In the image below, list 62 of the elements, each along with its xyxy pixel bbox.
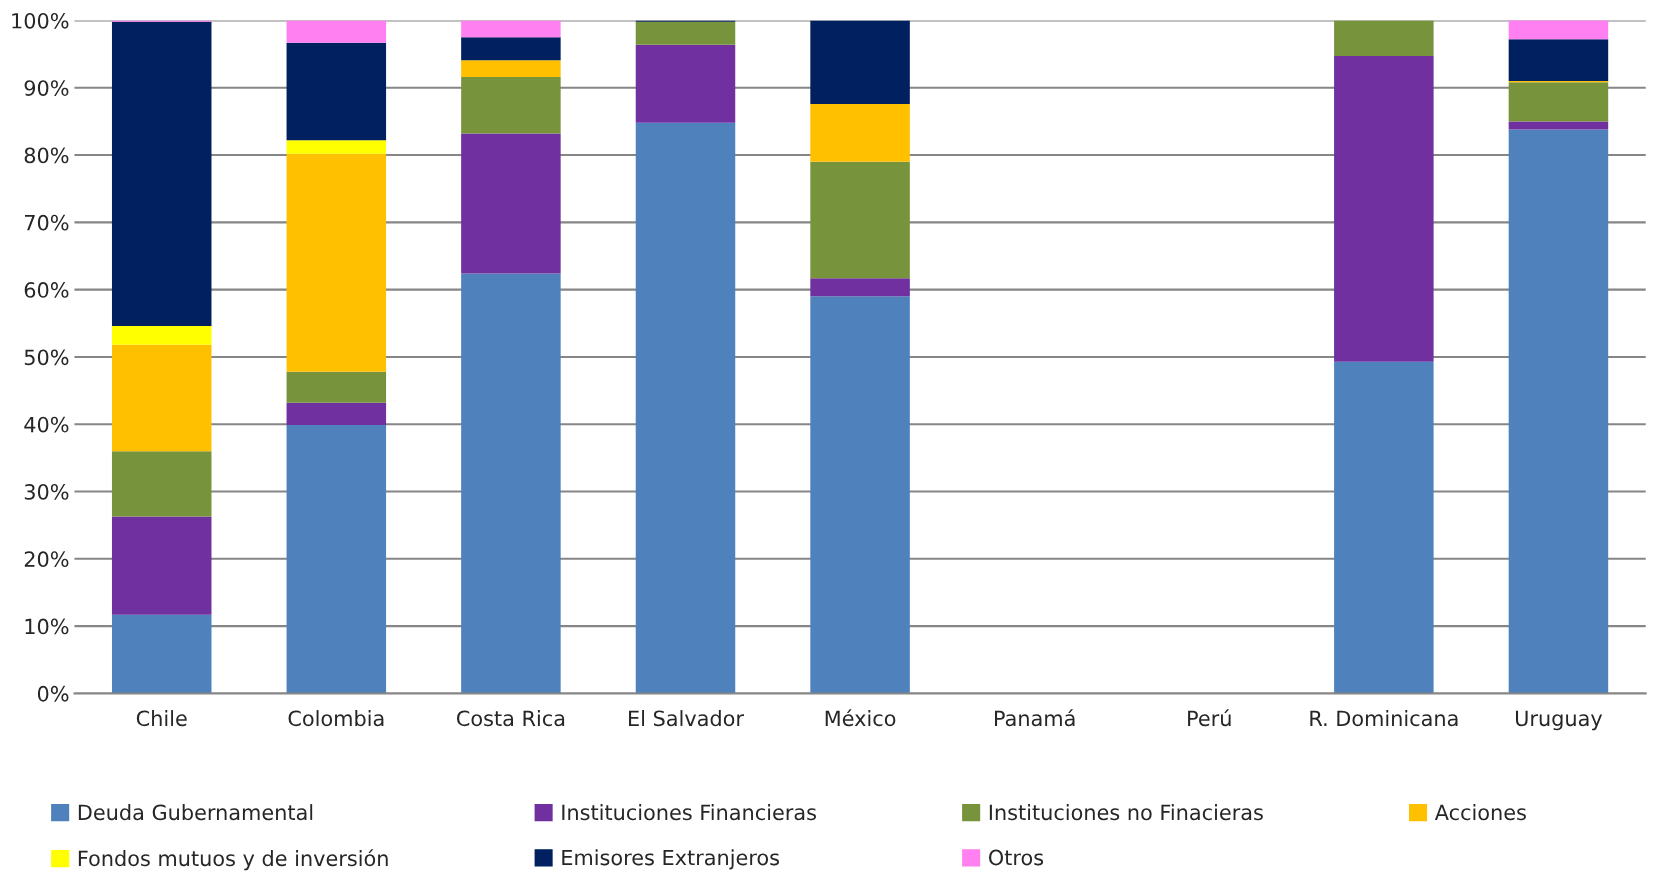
x-tick-label: Chile — [136, 710, 187, 727]
legend-label: Instituciones no Finacieras — [989, 804, 1263, 821]
bar — [111, 451, 212, 517]
bar — [635, 21, 736, 45]
x-tick-label: Panamá — [995, 709, 1075, 727]
bar — [1334, 361, 1434, 694]
x-tick-label: Costa Rica — [456, 710, 565, 727]
bar — [111, 614, 212, 694]
y-tick-label: 100% — [12, 12, 69, 29]
bar — [1334, 20, 1434, 57]
x-tick-label: México — [825, 709, 896, 727]
bar — [635, 122, 736, 694]
bar — [635, 44, 736, 123]
bar — [810, 103, 910, 162]
bar — [461, 20, 561, 38]
bar — [1508, 129, 1609, 694]
bar — [286, 371, 387, 403]
x-tick-label: R. Dominicana — [1310, 710, 1458, 727]
legend-label: Instituciones Financieras — [562, 804, 816, 821]
y-tick-label: 0% — [37, 685, 69, 702]
bar — [1508, 39, 1609, 82]
bar — [286, 20, 387, 43]
bar — [810, 161, 910, 279]
bar — [1508, 82, 1609, 122]
y-tick-label: 60% — [24, 282, 69, 298]
legend-label: Otros — [988, 849, 1044, 866]
bar — [111, 325, 212, 345]
y-tick-label: 90% — [24, 80, 69, 96]
bar — [810, 296, 910, 694]
bar — [461, 133, 561, 274]
y-tick-label: 50% — [24, 349, 69, 366]
bar — [111, 344, 212, 452]
x-tick-label: Colombia — [288, 710, 384, 727]
y-tick-label: 80% — [24, 147, 69, 164]
bar — [461, 76, 561, 134]
x-tick-label: Perú — [1188, 709, 1231, 727]
bar — [1334, 56, 1434, 362]
bar — [461, 37, 561, 61]
x-tick-label: Uruguay — [1515, 710, 1603, 731]
legend-label: Acciones — [1434, 804, 1526, 821]
legend-label: Fondos mutuos y de inversión — [78, 849, 388, 871]
bar — [810, 278, 910, 297]
y-tick-label: 20% — [24, 551, 69, 568]
bar — [286, 424, 387, 694]
y-tick-label: 30% — [24, 483, 69, 500]
x-tick-label: El Salvador — [629, 710, 744, 727]
y-tick-label: 10% — [25, 618, 69, 635]
y-tick-label: 40% — [24, 416, 69, 433]
bar — [111, 21, 212, 326]
bar — [1508, 121, 1609, 130]
legend-label: Emisores Extranjeros — [562, 849, 780, 870]
bar — [810, 20, 910, 104]
bar — [286, 402, 387, 425]
bar — [286, 140, 387, 154]
bar — [461, 273, 561, 694]
bar — [1508, 20, 1609, 40]
bar — [286, 153, 387, 372]
y-tick-label: 70% — [24, 214, 69, 231]
legend-label: Deuda Gubernamental — [78, 804, 313, 821]
bar — [111, 516, 212, 615]
bar — [286, 42, 387, 141]
bar — [461, 60, 561, 77]
